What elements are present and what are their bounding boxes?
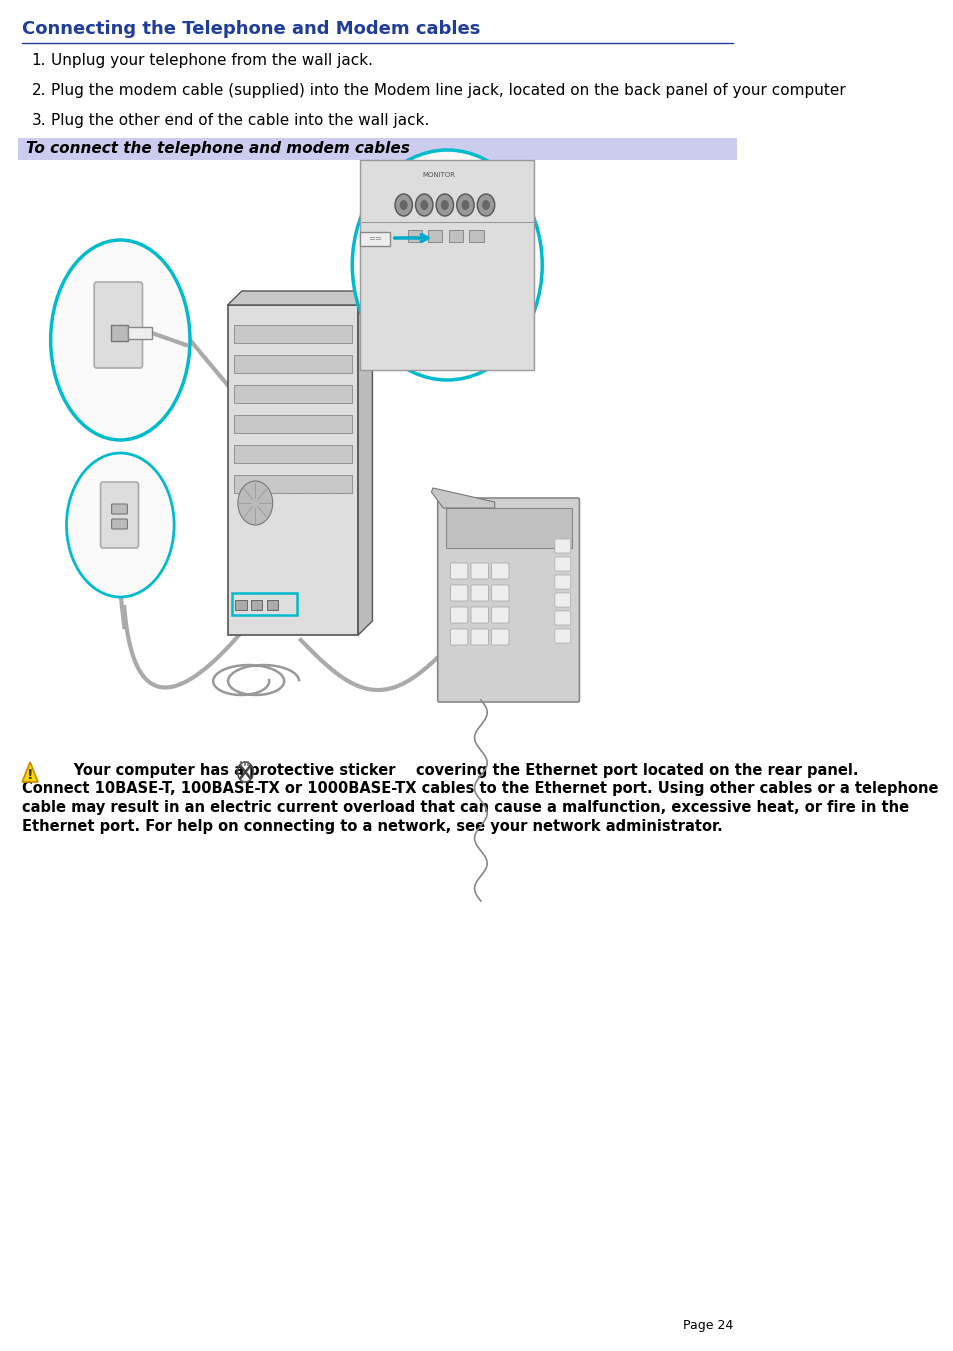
- Ellipse shape: [352, 150, 541, 380]
- FancyBboxPatch shape: [491, 585, 509, 601]
- Polygon shape: [228, 290, 372, 305]
- FancyBboxPatch shape: [450, 630, 467, 644]
- Text: VAIO: VAIO: [283, 474, 350, 499]
- FancyBboxPatch shape: [450, 563, 467, 580]
- Text: !: !: [27, 767, 33, 782]
- FancyBboxPatch shape: [471, 563, 488, 580]
- FancyBboxPatch shape: [18, 138, 736, 159]
- Text: Connecting the Telephone and Modem cables: Connecting the Telephone and Modem cable…: [22, 20, 480, 38]
- Text: ==: ==: [368, 235, 382, 243]
- Polygon shape: [431, 488, 495, 508]
- Circle shape: [476, 195, 495, 216]
- FancyBboxPatch shape: [491, 607, 509, 623]
- FancyBboxPatch shape: [491, 630, 509, 644]
- Polygon shape: [22, 762, 38, 782]
- FancyBboxPatch shape: [437, 499, 578, 703]
- Circle shape: [395, 195, 412, 216]
- FancyBboxPatch shape: [428, 230, 442, 242]
- Text: MONITOR: MONITOR: [422, 172, 456, 178]
- FancyBboxPatch shape: [555, 593, 570, 607]
- FancyBboxPatch shape: [407, 230, 421, 242]
- FancyBboxPatch shape: [471, 630, 488, 644]
- FancyBboxPatch shape: [471, 607, 488, 623]
- FancyBboxPatch shape: [555, 539, 570, 553]
- FancyBboxPatch shape: [555, 557, 570, 571]
- Text: 3.: 3.: [31, 113, 47, 128]
- FancyBboxPatch shape: [233, 385, 352, 403]
- FancyBboxPatch shape: [251, 600, 262, 611]
- FancyBboxPatch shape: [233, 326, 352, 343]
- FancyBboxPatch shape: [233, 355, 352, 373]
- Ellipse shape: [67, 453, 174, 597]
- Circle shape: [461, 200, 469, 209]
- FancyBboxPatch shape: [235, 600, 246, 611]
- FancyBboxPatch shape: [469, 230, 483, 242]
- Circle shape: [416, 195, 433, 216]
- Circle shape: [237, 481, 273, 526]
- FancyBboxPatch shape: [471, 585, 488, 601]
- Text: 2.: 2.: [31, 82, 46, 99]
- Circle shape: [436, 195, 453, 216]
- FancyBboxPatch shape: [228, 305, 357, 635]
- FancyBboxPatch shape: [450, 585, 467, 601]
- FancyBboxPatch shape: [491, 563, 509, 580]
- Text: Ethernet port. For help on connecting to a network, see your network administrat: Ethernet port. For help on connecting to…: [22, 819, 722, 834]
- Text: cable may result in an electric current overload that can cause a malfunction, e: cable may result in an electric current …: [22, 800, 908, 815]
- Text: Your computer has a protective sticker    covering the Ethernet port located on : Your computer has a protective sticker c…: [43, 763, 858, 778]
- FancyBboxPatch shape: [233, 444, 352, 463]
- Polygon shape: [357, 290, 372, 635]
- Text: Connect 10BASE-T, 100BASE-TX or 1000BASE-TX cables to the Ethernet port. Using o: Connect 10BASE-T, 100BASE-TX or 1000BASE…: [22, 781, 938, 796]
- Text: Plug the other end of the cable into the wall jack.: Plug the other end of the cable into the…: [51, 113, 430, 128]
- Text: To connect the telephone and modem cables: To connect the telephone and modem cable…: [26, 142, 410, 157]
- FancyBboxPatch shape: [360, 232, 390, 246]
- Circle shape: [481, 200, 490, 209]
- FancyBboxPatch shape: [360, 159, 534, 370]
- Text: Page 24: Page 24: [682, 1319, 732, 1332]
- FancyBboxPatch shape: [111, 326, 128, 340]
- FancyBboxPatch shape: [448, 230, 462, 242]
- Circle shape: [399, 200, 407, 209]
- FancyBboxPatch shape: [450, 607, 467, 623]
- Circle shape: [440, 200, 448, 209]
- Text: 1.: 1.: [31, 53, 46, 68]
- FancyBboxPatch shape: [267, 600, 278, 611]
- FancyBboxPatch shape: [233, 476, 352, 493]
- Ellipse shape: [51, 240, 190, 440]
- Text: Unplug your telephone from the wall jack.: Unplug your telephone from the wall jack…: [51, 53, 373, 68]
- FancyBboxPatch shape: [128, 327, 152, 339]
- FancyBboxPatch shape: [100, 482, 138, 549]
- FancyBboxPatch shape: [555, 576, 570, 589]
- FancyBboxPatch shape: [112, 504, 128, 513]
- Circle shape: [456, 195, 474, 216]
- FancyBboxPatch shape: [555, 630, 570, 643]
- FancyBboxPatch shape: [445, 508, 571, 549]
- Circle shape: [420, 200, 428, 209]
- FancyBboxPatch shape: [94, 282, 142, 367]
- FancyBboxPatch shape: [555, 611, 570, 626]
- FancyBboxPatch shape: [112, 519, 128, 530]
- Text: Plug the modem cable (supplied) into the Modem line jack, located on the back pa: Plug the modem cable (supplied) into the…: [51, 82, 845, 99]
- FancyBboxPatch shape: [233, 415, 352, 434]
